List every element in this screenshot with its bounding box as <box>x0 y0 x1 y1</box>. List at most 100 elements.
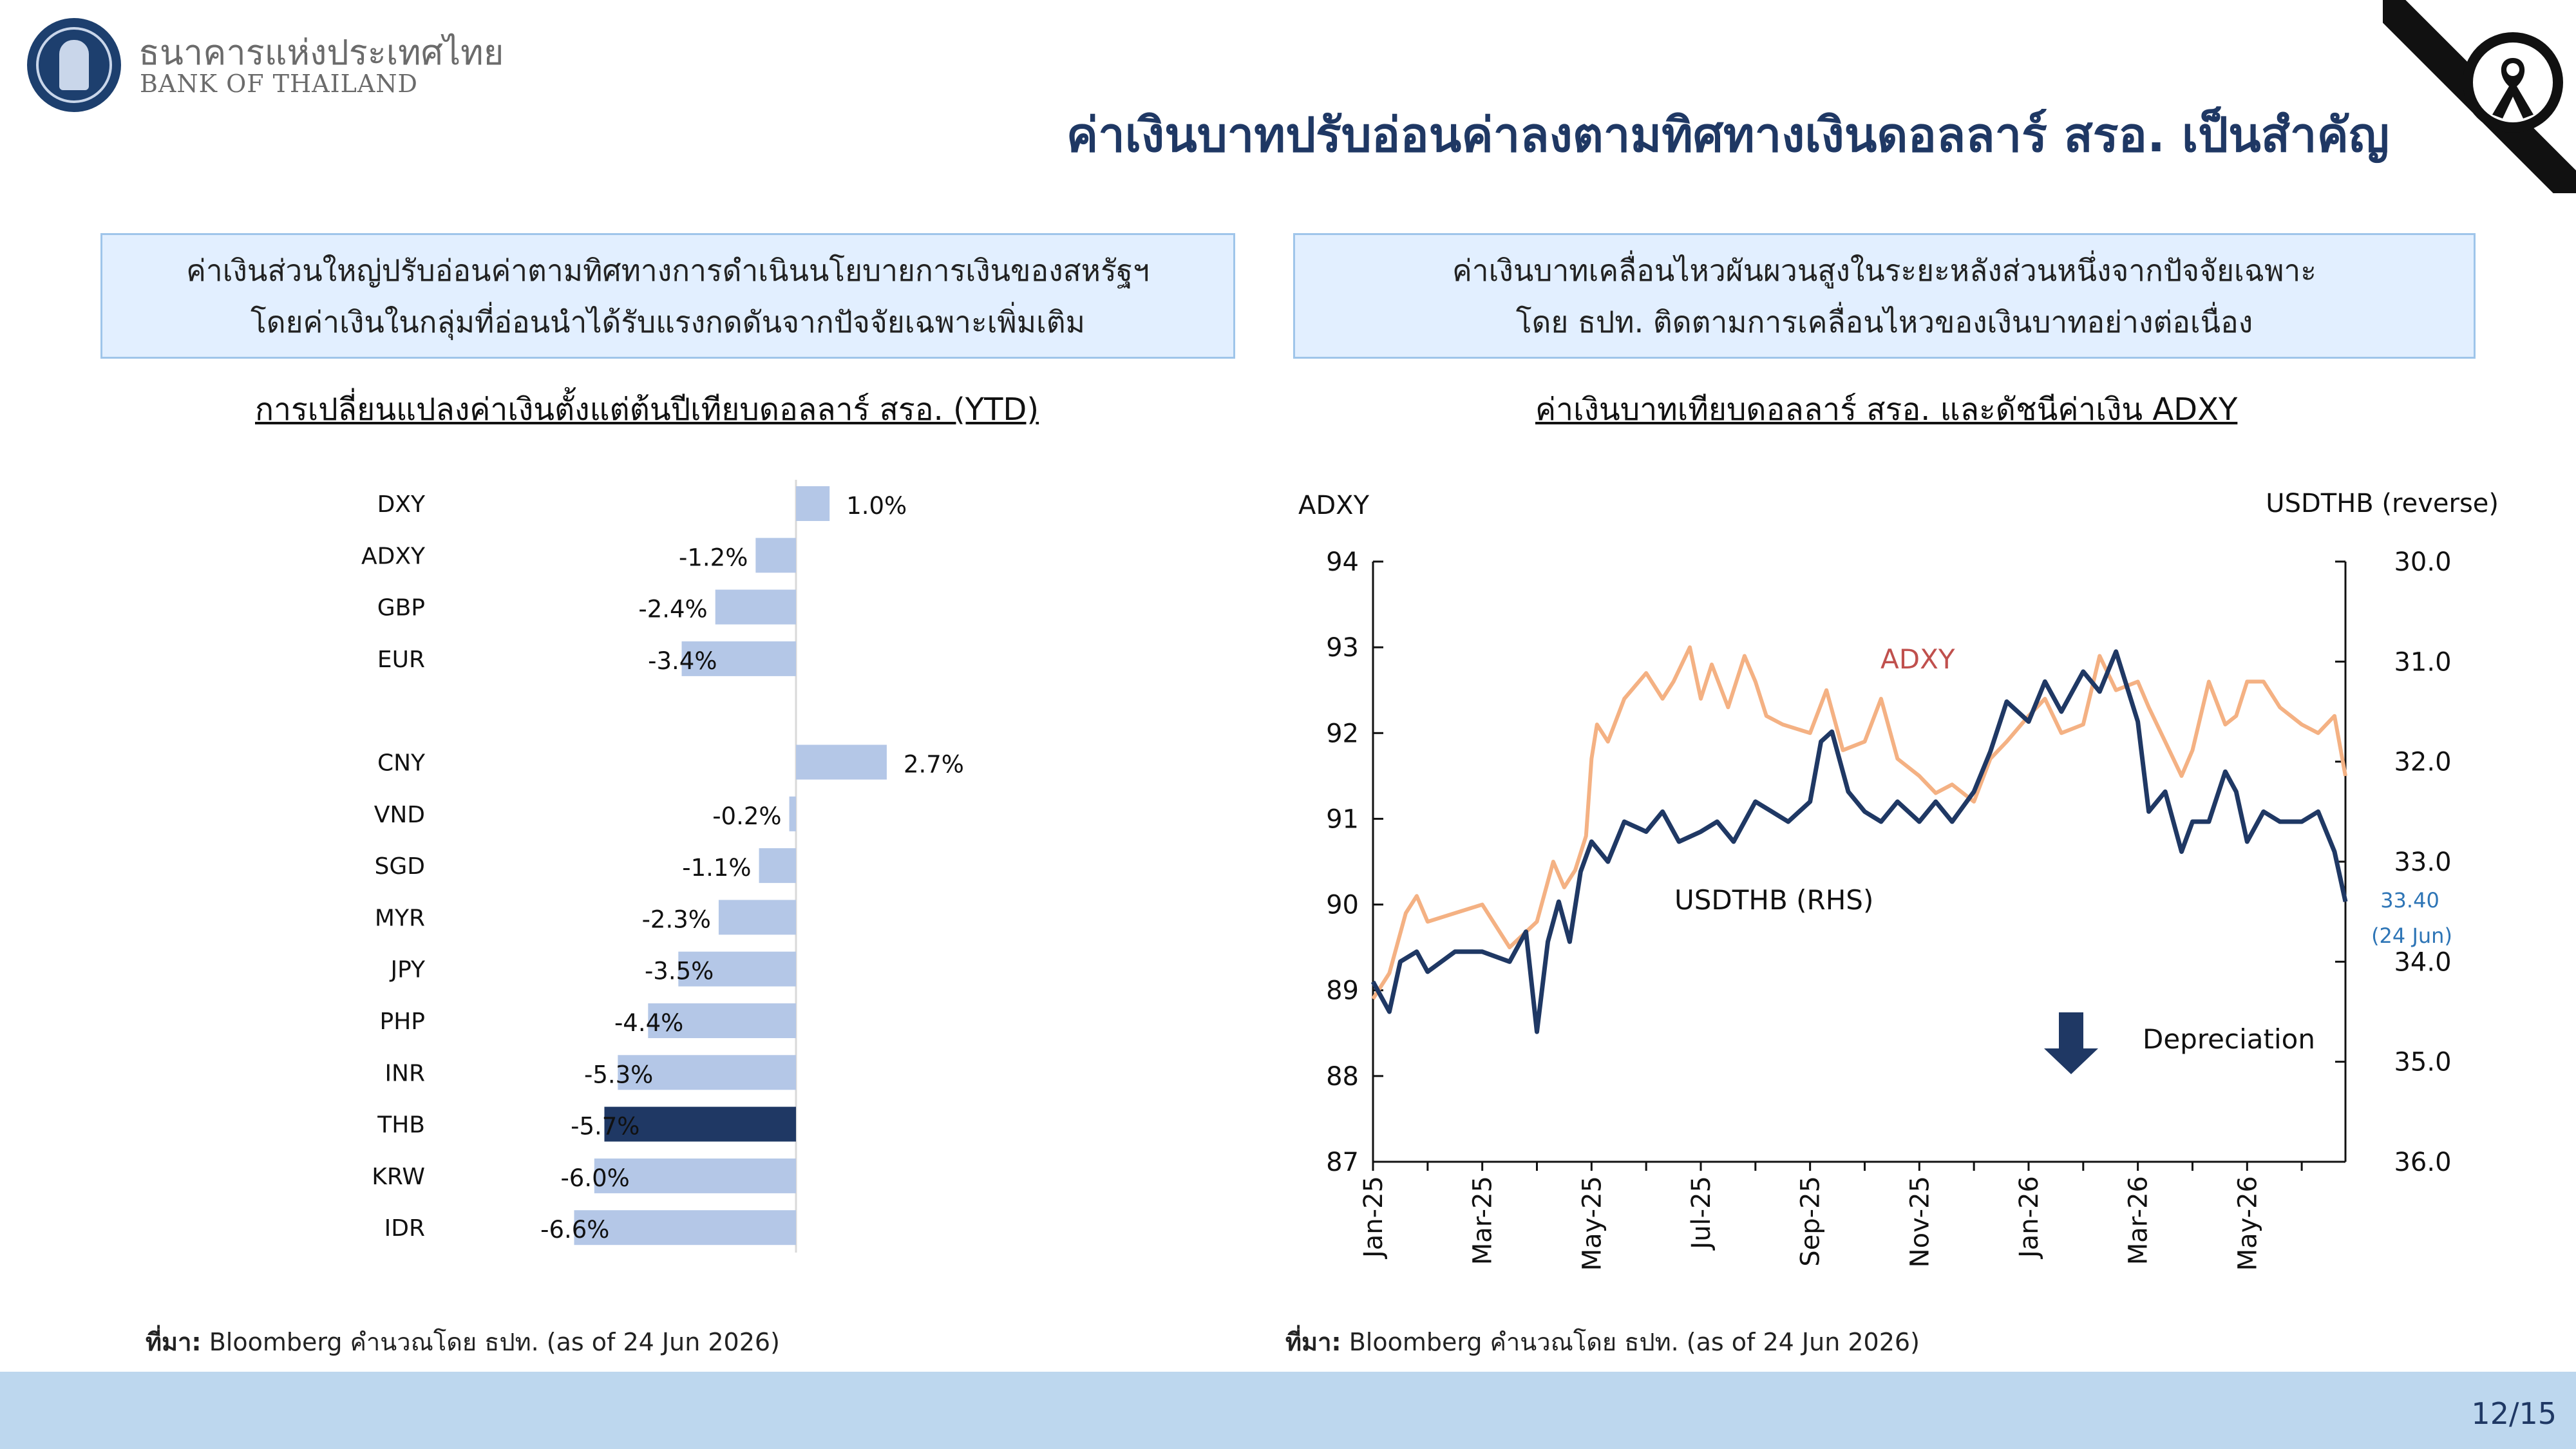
left-source-note: ที่มา: Bloomberg คำนวณโดย ธปท. (as of 24… <box>146 1322 780 1361</box>
left-tick-label: 88 <box>1326 1062 1359 1092</box>
category-label-php: PHP <box>380 1009 426 1035</box>
logo-figure-icon <box>59 40 89 90</box>
right-tick-label: 35.0 <box>2394 1048 2451 1077</box>
bar-inr <box>618 1055 796 1090</box>
left-tick-label: 94 <box>1326 547 1359 577</box>
right-source-note: ที่มา: Bloomberg คำนวณโดย ธปท. (as of 24… <box>1285 1322 1920 1361</box>
adxy-series-line <box>1371 645 2347 1000</box>
category-label-adxy: ADXY <box>361 543 426 569</box>
right-tick-label: 31.0 <box>2394 647 2451 677</box>
category-label-jpy: JPY <box>389 957 426 983</box>
bar-sgd <box>759 848 796 884</box>
footer-bar <box>0 1372 2576 1449</box>
left-summary-line-2: โดยค่าเงินในกลุ่มที่อ่อนนำได้รับแรงกดดัน… <box>251 304 1085 339</box>
bar-dxy <box>796 486 830 521</box>
category-label-eur: EUR <box>377 647 425 673</box>
right-source-label: ที่มา: <box>1285 1328 1341 1356</box>
value-label-krw: -6.0% <box>560 1164 629 1192</box>
x-tick-label: Jan-26 <box>2014 1176 2044 1260</box>
bar-thb <box>604 1106 796 1142</box>
usdthb-series-label: USDTHB (RHS) <box>1674 884 1873 916</box>
adxy-usdthb-line-chart: ADXY USDTHB (reverse) 87 88 89 90 91 92 93 94 30.0… <box>1298 489 2499 1271</box>
category-label-krw: KRW <box>372 1164 425 1190</box>
right-tick-label: 34.0 <box>2394 947 2451 977</box>
x-tick-label: Nov-25 <box>1905 1176 1935 1267</box>
left-source-text: Bloomberg คำนวณโดย ธปท. (as of 24 Jun 20… <box>201 1328 780 1356</box>
left-summary-line-1: ค่าเงินส่วนใหญ่ปรับอ่อนค่าตามทิศทางการดำ… <box>186 252 1150 288</box>
right-tick-label: 32.0 <box>2394 748 2451 777</box>
left-tick-label: 87 <box>1326 1148 1359 1177</box>
category-label-idr: IDR <box>384 1215 425 1242</box>
last-date-label: (24 Jun) <box>2371 923 2452 948</box>
right-source-text: Bloomberg คำนวณโดย ธปท. (as of 24 Jun 20… <box>1341 1328 1920 1356</box>
value-label-inr: -5.3% <box>584 1061 653 1088</box>
x-tick-label: Jan-25 <box>1359 1176 1388 1260</box>
bar-idr <box>574 1210 796 1245</box>
value-label-gbp: -2.4% <box>638 596 707 623</box>
x-tick-label: Sep-25 <box>1796 1176 1826 1267</box>
category-label-sgd: SGD <box>375 853 425 880</box>
x-tick-label: Mar-26 <box>2124 1176 2154 1265</box>
bar-jpy <box>678 951 796 987</box>
category-label-cny: CNY <box>377 750 426 777</box>
category-label-vnd: VND <box>374 802 425 828</box>
right-summary-line-2: โดย ธปท. ติดตามการเคลื่อนไหวของเงินบาทอย… <box>1515 304 2253 339</box>
line-chart-title: ค่าเงินบาทเทียบดอลลาร์ สรอ. และดัชนีค่าเ… <box>1535 392 2238 428</box>
value-label-jpy: -3.5% <box>645 958 714 985</box>
right-summary-box: ค่าเงินบาทเคลื่อนไหวผันผวนสูงในระยะหลังส… <box>1293 233 2476 359</box>
left-summary-box: ค่าเงินส่วนใหญ่ปรับอ่อนค่าตามทิศทางการดำ… <box>100 233 1235 359</box>
ytd-bar-chart: DXY 1.0% ADXY -1.2% GBP -2.4% EUR -3.4% CNY 2.7% V… <box>361 480 964 1253</box>
value-label-dxy: 1.0% <box>846 492 907 520</box>
left-source-label: ที่มา: <box>146 1328 202 1356</box>
bar-vnd <box>789 796 796 831</box>
right-axis-title: USDTHB (reverse) <box>2266 489 2499 518</box>
bot-logo <box>27 18 121 112</box>
page-title: ค่าเงินบาทปรับอ่อนค่าลงตามทิศทางเงินดอลล… <box>1066 108 2389 163</box>
bar-adxy <box>755 538 796 573</box>
bar-php <box>648 1003 796 1038</box>
value-label-idr: -6.6% <box>540 1216 609 1244</box>
category-label-gbp: GBP <box>377 595 425 621</box>
left-tick-label: 89 <box>1326 976 1359 1006</box>
value-label-thb: -5.7% <box>571 1113 639 1141</box>
last-value-label: 33.40 <box>2380 888 2439 913</box>
category-label-inr: INR <box>384 1060 425 1086</box>
value-label-php: -4.4% <box>614 1009 683 1037</box>
value-label-sgd: -1.1% <box>682 854 751 882</box>
bank-name-th: ธนาคารแห่งประเทศไทย <box>138 32 504 73</box>
category-label-myr: MYR <box>375 905 425 931</box>
adxy-series-label: ADXY <box>1880 643 1955 675</box>
depreciation-label: Depreciation <box>2143 1023 2315 1055</box>
depreciation-arrow-icon <box>2044 1012 2098 1074</box>
left-tick-label: 90 <box>1326 891 1359 920</box>
value-label-myr: -2.3% <box>642 905 711 933</box>
mourning-ribbon-icon <box>2383 0 2576 193</box>
category-label-dxy: DXY <box>377 491 426 518</box>
bank-name-en: BANK OF THAILAND <box>140 70 419 98</box>
bar-eur <box>681 641 796 676</box>
category-label-thb: THB <box>377 1112 425 1139</box>
right-tick-label: 30.0 <box>2394 547 2451 577</box>
left-tick-label: 91 <box>1326 804 1359 834</box>
right-tick-label: 36.0 <box>2394 1148 2451 1177</box>
bar-cny <box>796 744 887 780</box>
usdthb-series-line <box>1370 649 2348 1034</box>
left-tick-label: 93 <box>1326 633 1359 663</box>
right-summary-line-1: ค่าเงินบาทเคลื่อนไหวผันผวนสูงในระยะหลังส… <box>1452 252 2316 288</box>
left-axis-title: ADXY <box>1298 491 1370 520</box>
logo-ring <box>36 27 112 103</box>
right-tick-label: 33.0 <box>2394 848 2451 877</box>
page-number: 12/15 <box>2471 1396 2557 1431</box>
x-tick-label: Mar-25 <box>1468 1176 1498 1265</box>
x-tick-label: Jul-25 <box>1687 1176 1716 1251</box>
value-label-cny: 2.7% <box>904 751 964 779</box>
bar-chart-title: การเปลี่ยนแปลงค่าเงินตั้งแต่ต้นปีเทียบดอ… <box>255 392 1039 428</box>
bar-krw <box>594 1158 796 1193</box>
bar-gbp <box>715 589 796 625</box>
x-tick-label: May-26 <box>2233 1176 2262 1271</box>
value-label-eur: -3.4% <box>648 647 717 675</box>
bar-myr <box>718 900 796 935</box>
x-tick-label: May-25 <box>1577 1176 1607 1271</box>
value-label-adxy: -1.2% <box>679 544 748 571</box>
left-tick-label: 92 <box>1326 719 1359 748</box>
